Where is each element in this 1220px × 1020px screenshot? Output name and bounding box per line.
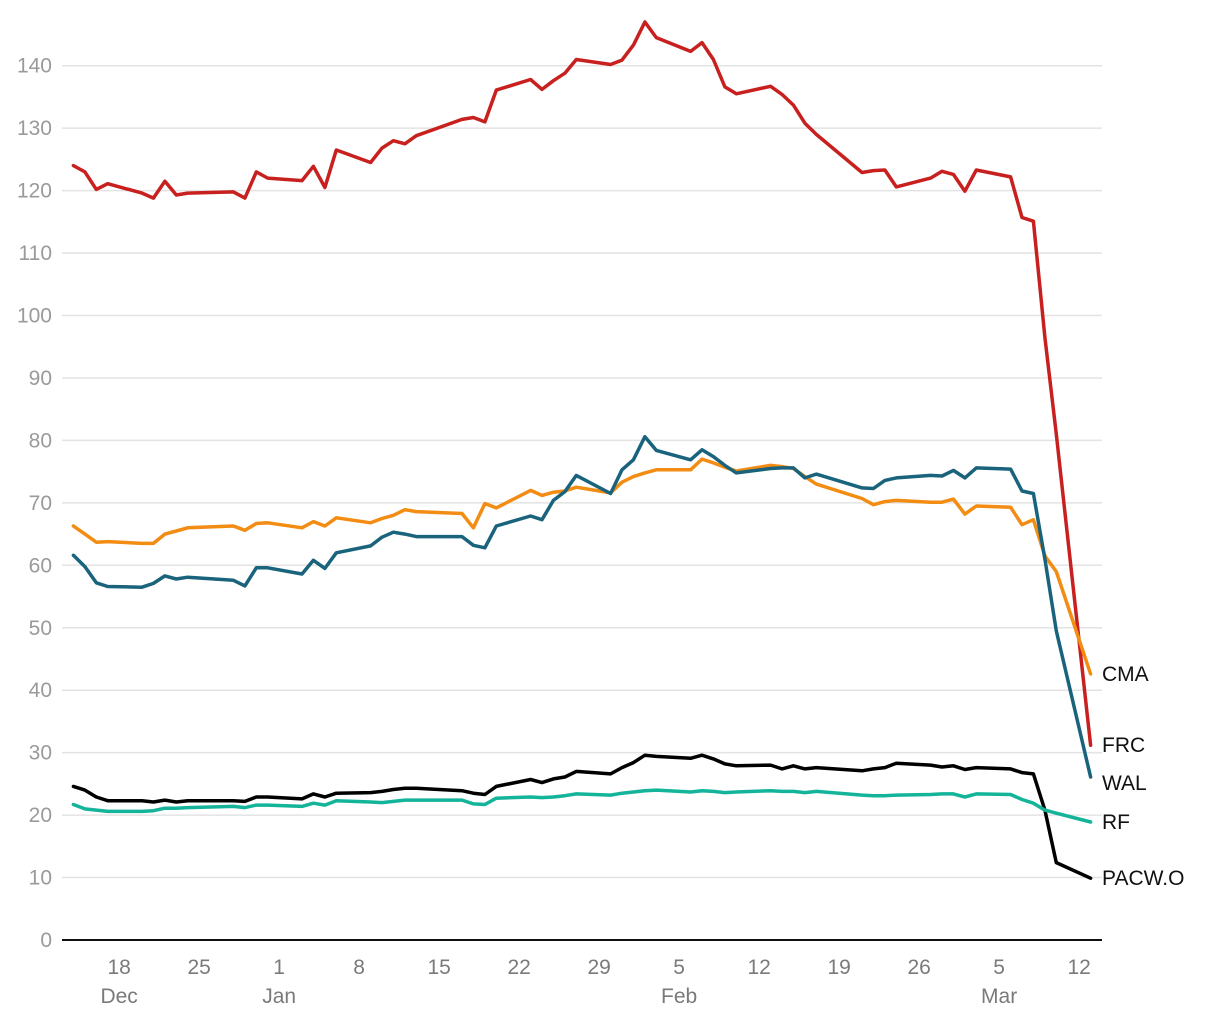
y-tick-label-60: 60 bbox=[29, 554, 52, 577]
series-label-frc: FRC bbox=[1102, 734, 1145, 757]
series-line-wal bbox=[71, 434, 1093, 779]
x-tick-label-2023-02-19: 19 bbox=[827, 956, 850, 979]
y-tick-label-30: 30 bbox=[29, 742, 52, 765]
x-tick-label-2023-03-05: 5 bbox=[993, 956, 1005, 979]
x-month-label-mar: Mar bbox=[981, 985, 1017, 1008]
x-tick-label-2023-01-29: 29 bbox=[587, 956, 610, 979]
series-line-rf bbox=[71, 788, 1093, 824]
y-tick-label-120: 120 bbox=[17, 180, 52, 203]
x-tick-label-2023-03-12: 12 bbox=[1067, 956, 1090, 979]
y-axis-tick-labels: 0 10 20 30 40 50 60 70 80 90 100 110 120 130 140 bbox=[17, 55, 52, 952]
x-tick-label-2023-01-08: 8 bbox=[353, 956, 365, 979]
x-tick-label-2023-02-12: 12 bbox=[747, 956, 770, 979]
series-end-labels: CMA FRC WAL RF PACW.O bbox=[1102, 663, 1184, 890]
x-month-label-feb: Feb bbox=[661, 985, 697, 1008]
series-lines bbox=[71, 20, 1093, 880]
series-label-cma: CMA bbox=[1102, 663, 1149, 686]
x-axis-tick-labels: 18 Dec 25 1 Jan 8 15 22 29 5 Feb 12 19 26 5 Mar 12 bbox=[100, 956, 1090, 1008]
x-tick-label-2023-01-01: 1 bbox=[273, 956, 285, 979]
series-label-rf: RF bbox=[1102, 811, 1130, 834]
series-line-pacw-o bbox=[71, 753, 1093, 880]
y-tick-label-130: 130 bbox=[17, 117, 52, 140]
series-label-wal: WAL bbox=[1102, 772, 1147, 795]
y-tick-label-50: 50 bbox=[29, 617, 52, 640]
series-line-frc bbox=[71, 20, 1093, 747]
x-tick-label-2023-02-05: 5 bbox=[673, 956, 685, 979]
y-tick-label-40: 40 bbox=[29, 679, 52, 702]
x-tick-label-2023-01-15: 15 bbox=[427, 956, 450, 979]
y-tick-label-0: 0 bbox=[40, 929, 52, 952]
y-tick-label-100: 100 bbox=[17, 305, 52, 328]
x-month-label-dec: Dec bbox=[100, 985, 137, 1008]
x-month-label-jan: Jan bbox=[262, 985, 296, 1008]
x-tick-label-2022-12-25: 25 bbox=[187, 956, 210, 979]
series-line-cma bbox=[71, 457, 1093, 676]
x-tick-label-2023-01-22: 22 bbox=[507, 956, 530, 979]
y-tick-label-90: 90 bbox=[29, 367, 52, 390]
y-tick-label-140: 140 bbox=[17, 55, 52, 78]
x-tick-label-2023-02-26: 26 bbox=[907, 956, 930, 979]
y-tick-label-70: 70 bbox=[29, 492, 52, 515]
y-tick-label-80: 80 bbox=[29, 429, 52, 452]
gridlines bbox=[62, 64, 1102, 879]
y-tick-label-110: 110 bbox=[19, 242, 52, 265]
x-tick-label-2022-12-18: 18 bbox=[107, 956, 130, 979]
y-tick-label-10: 10 bbox=[29, 867, 52, 890]
series-label-pacw-o: PACW.O bbox=[1102, 867, 1184, 890]
y-tick-label-20: 20 bbox=[29, 804, 52, 827]
